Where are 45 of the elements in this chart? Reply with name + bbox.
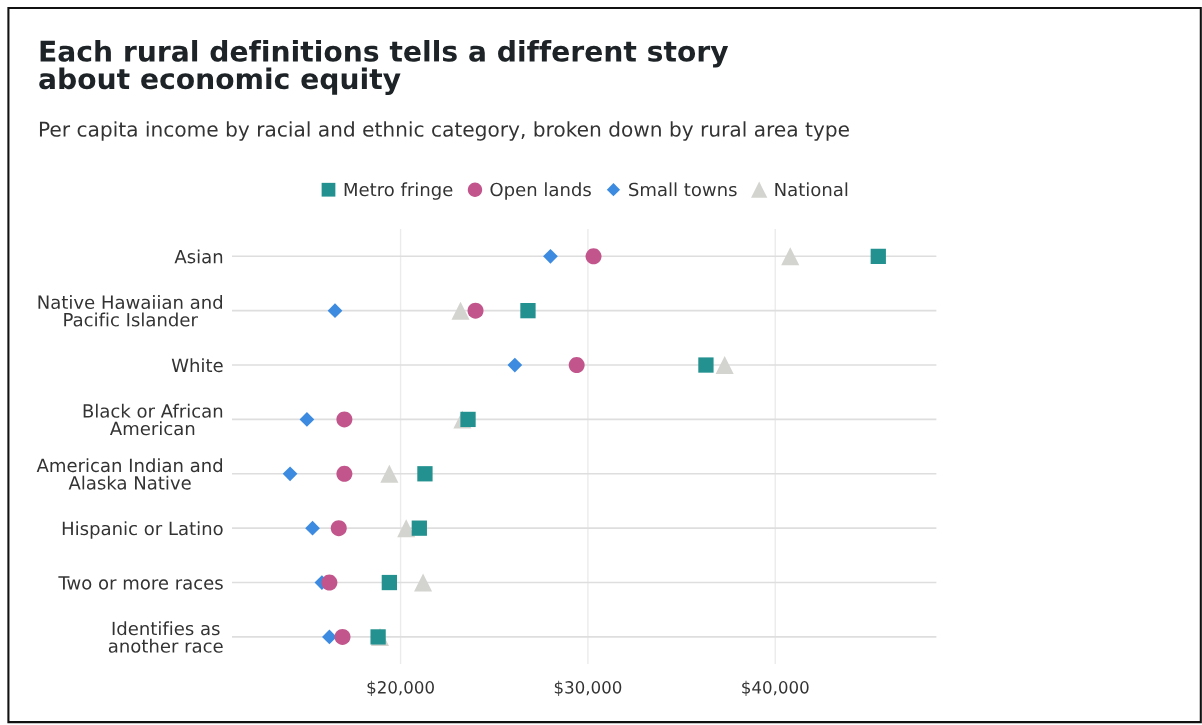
point (411, 520, 427, 536)
point (467, 302, 484, 319)
x-tick-label: $40,000 (742, 680, 809, 696)
y-tick-label: Identifies as another race (108, 621, 223, 653)
chart-title: Each rural definitions tells a different story about economic equity (39, 40, 729, 96)
point (451, 301, 470, 320)
legend-label: Metro fringe (344, 182, 453, 200)
point (507, 357, 523, 373)
y-tick-label: American Indian and Alaska Native (36, 458, 223, 490)
point (520, 303, 536, 319)
legend-label: National (775, 182, 848, 197)
point (417, 466, 433, 482)
point (321, 574, 338, 591)
y-tick-label: White (171, 358, 223, 373)
point (781, 247, 800, 266)
point (282, 466, 298, 482)
point (330, 520, 347, 537)
point (322, 629, 337, 645)
chart-subtitle: Per capita income by racial and ethnic category, broken down by rural area type (39, 121, 849, 141)
point (336, 465, 353, 482)
point (334, 628, 351, 645)
point (414, 573, 433, 592)
point (568, 357, 585, 374)
legend-label: Small towns (629, 182, 737, 197)
y-tick-label: Black or African American (83, 403, 223, 436)
y-tick-label: Asian (174, 249, 223, 264)
point (327, 303, 343, 319)
point (380, 464, 399, 483)
point (299, 412, 315, 427)
point (460, 411, 476, 428)
y-tick-label: Hispanic or Latino (62, 521, 223, 539)
point (585, 248, 602, 265)
point (870, 248, 886, 264)
point (715, 356, 734, 375)
point (336, 411, 353, 428)
x-tick-label: $30,000 (554, 680, 622, 696)
point (698, 357, 714, 373)
point (397, 519, 416, 538)
y-tick-label: Native Hawaiian and Pacific Islander (38, 295, 223, 327)
legend-label: Open lands (490, 182, 591, 200)
point (543, 248, 558, 264)
point (305, 520, 320, 536)
y-tick-label: Two or more races (58, 576, 223, 590)
point (381, 574, 397, 591)
x-tick-label: $20,000 (367, 680, 434, 696)
